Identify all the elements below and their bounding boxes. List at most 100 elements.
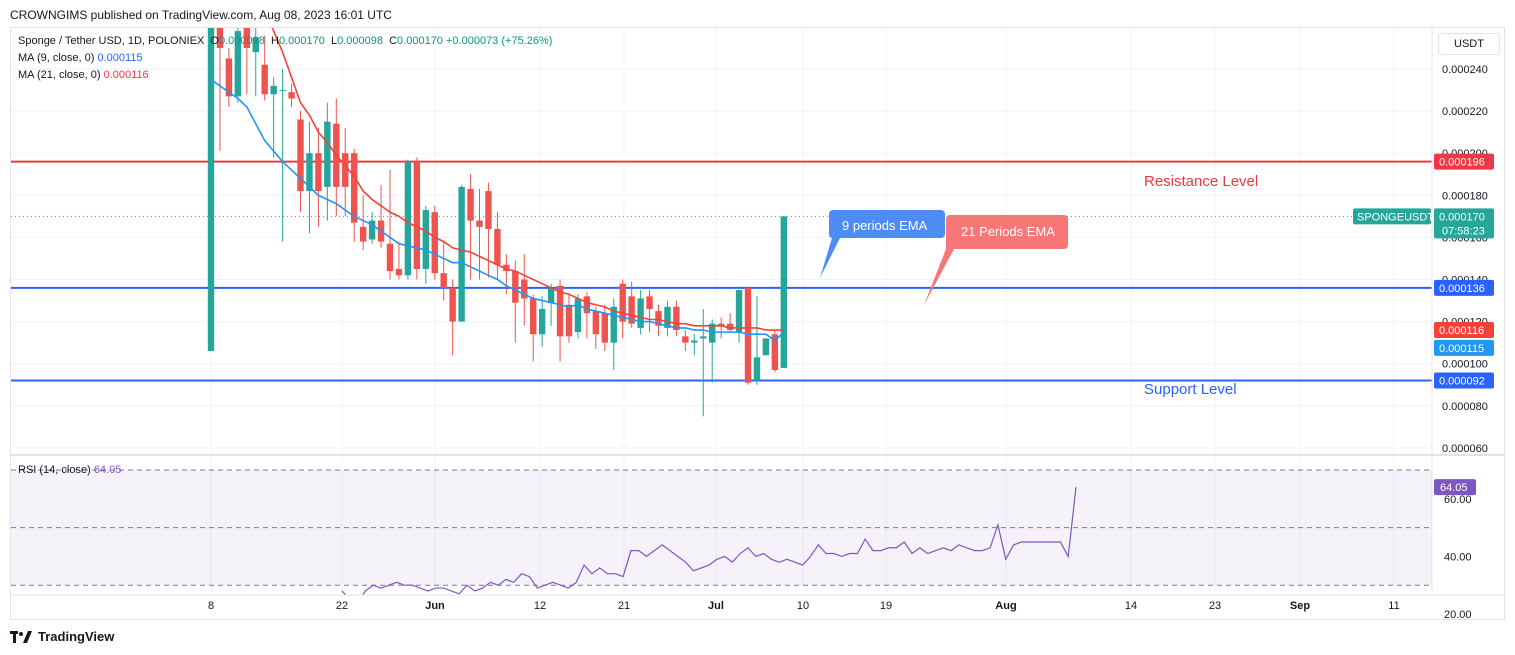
candle-body (279, 90, 286, 92)
candle-body (735, 290, 743, 333)
time-tick-label: 23 (1209, 600, 1221, 612)
publish-header: CROWNGIMS published on TradingView.com, … (10, 8, 392, 22)
candle-body (619, 283, 626, 322)
rsi-price-tag-label: 64.05 (1440, 482, 1468, 494)
candle-body (288, 92, 295, 99)
moving-averages (210, 28, 785, 342)
candle-body (243, 28, 250, 48)
candle-body (717, 323, 725, 326)
chart-frame (10, 27, 1505, 620)
resistance-price-tag-label: 0.000196 (1439, 157, 1485, 169)
ma9-price-tag (1434, 339, 1494, 356)
time-tick-label: Jul (708, 600, 724, 612)
close-value: 0.000170 (397, 35, 443, 47)
candle-body (682, 336, 689, 343)
resistance-label: Resistance Level (1144, 173, 1258, 190)
candle-body (691, 340, 698, 343)
time-tick-label: 22 (336, 600, 348, 612)
ema9-callout-label: 9 periods EMA (842, 218, 928, 233)
candle-body (270, 85, 277, 95)
ma21-line (271, 28, 784, 331)
candle-body (744, 287, 752, 383)
candle-body (234, 31, 242, 97)
rsi-value: 64.05 (93, 464, 122, 476)
ma21-value: 0.000116 (103, 69, 149, 81)
candle-body (315, 153, 322, 192)
candle-body (216, 28, 224, 48)
mid-level-price-tag (1434, 279, 1494, 296)
candle-body (547, 287, 555, 303)
candle-body (207, 28, 215, 352)
time-tick-label: 19 (880, 600, 892, 612)
time-tick-label: Jun (425, 600, 445, 612)
candle-body (637, 298, 644, 328)
footer-brand[interactable]: TradingView (10, 629, 114, 644)
candle-body (556, 285, 564, 337)
price-tick-label: 0.000080 (1442, 401, 1488, 413)
rsi-tick-label: 60.00 (1444, 494, 1472, 506)
candle-body (458, 186, 465, 322)
ma9-legend[interactable]: MA (9, close, 0) 0.000115 (18, 52, 143, 64)
candle-body (306, 153, 313, 192)
ema21-callout (924, 215, 1068, 305)
ma9-label: MA (9, close, 0) (18, 52, 95, 64)
candle-body (413, 161, 421, 269)
last-price-tag-label: 0.000170 (1439, 211, 1485, 223)
time-tick-label: Aug (995, 600, 1016, 612)
time-tick-label: 10 (797, 600, 809, 612)
candle-body (252, 37, 259, 53)
rsi-legend[interactable]: RSI (14, close) 64.05 (18, 464, 121, 476)
candle-body (386, 243, 394, 272)
candle-body (574, 298, 582, 333)
candlestick-series (207, 28, 787, 417)
candle-body (601, 313, 608, 343)
candle-body (431, 212, 438, 274)
ma21-label: MA (21, close, 0) (18, 69, 101, 81)
candle-body (673, 306, 680, 331)
candle-body (700, 336, 707, 339)
low-label: L (330, 35, 338, 47)
time-tick-label: Sep (1290, 600, 1310, 612)
ema21-callout-label: 21 Periods EMA (961, 224, 1055, 239)
symbol-legend[interactable]: Sponge / Tether USD, 1D, POLONIEX O0.000… (18, 35, 552, 47)
candle-body (780, 216, 787, 368)
rsi-tick-label: 20.00 (1444, 609, 1472, 621)
candle-body (324, 121, 331, 187)
candle-body (476, 220, 483, 227)
rsi-label: RSI (14, close) (18, 464, 91, 476)
price-tick-label: 0.000060 (1442, 443, 1488, 455)
price-tick-label: 0.000100 (1442, 359, 1488, 371)
tradingview-logo-icon (10, 630, 32, 643)
currency-button[interactable]: USDT (1438, 33, 1500, 55)
ma9-value: 0.000115 (97, 52, 143, 64)
candle-body (359, 226, 367, 242)
price-tick-label: 0.000220 (1442, 106, 1488, 118)
symbol-tag-label: SPONGEUSDT (1357, 211, 1434, 223)
candle-body (592, 311, 600, 335)
candle-body (753, 357, 761, 381)
rsi-pane (11, 469, 1432, 595)
candle-body (628, 296, 635, 324)
symbol-tag (1353, 208, 1431, 225)
time-tick-label: 11 (1388, 600, 1399, 612)
ma21-price-tag (1434, 322, 1494, 339)
mid-level-price-tag-label: 0.000136 (1439, 283, 1485, 295)
close-label: C (389, 35, 398, 47)
change-value: +0.000073 (+75.26%) (446, 35, 553, 47)
rsi-price-tag (1434, 479, 1476, 496)
candle-body (610, 306, 617, 343)
open-value: 0.000098 (218, 35, 265, 47)
high-value: 0.000170 (278, 35, 325, 47)
candle-body (485, 191, 492, 229)
ma21-legend[interactable]: MA (21, close, 0) 0.000116 (18, 69, 149, 81)
candle-body (664, 306, 671, 328)
support-price-tag-label: 0.000092 (1439, 376, 1485, 388)
low-value: 0.000098 (337, 35, 383, 47)
time-tick-label: 14 (1125, 600, 1137, 612)
candle-body (404, 161, 412, 276)
price-tick-label: 0.000180 (1442, 190, 1488, 202)
candle-body (395, 268, 403, 276)
candle-body (494, 228, 501, 265)
time-tick-label: 21 (618, 600, 630, 612)
